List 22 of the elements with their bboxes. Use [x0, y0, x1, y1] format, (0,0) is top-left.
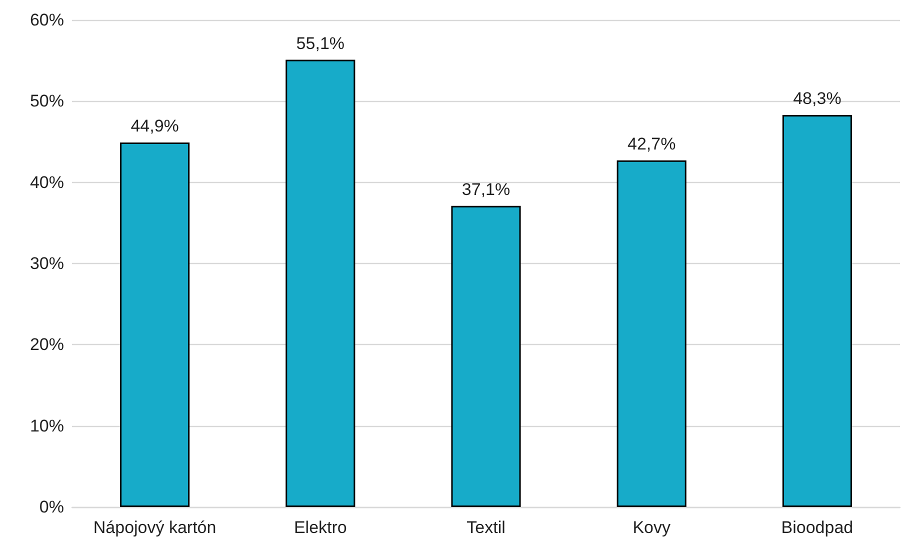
bar — [120, 142, 190, 507]
x-tick-label: Elektro — [294, 518, 347, 537]
bar — [286, 60, 356, 507]
x-tick-label: Nápojový kartón — [93, 518, 216, 537]
y-tick-label: 40% — [30, 172, 64, 192]
y-tick-label: 50% — [30, 92, 64, 111]
bar — [782, 114, 852, 507]
y-tick-label: 30% — [30, 254, 64, 273]
y-tick-label: 20% — [30, 335, 64, 354]
bar — [616, 160, 686, 507]
y-tick-label: 10% — [30, 416, 64, 436]
data-label: 44,9% — [130, 116, 179, 136]
data-label: 55,1% — [296, 34, 344, 53]
data-label: 42,7% — [628, 134, 676, 154]
x-tick-label: Bioodpad — [781, 518, 854, 537]
y-tick-label: 60% — [30, 10, 64, 30]
x-tick-label: Kovy — [632, 518, 671, 537]
bar — [451, 206, 521, 507]
y-tick-label: 0% — [39, 498, 64, 516]
x-tick-label: Textil — [466, 518, 506, 537]
data-label: 48,3% — [793, 88, 842, 108]
data-label: 37,1% — [462, 180, 510, 199]
